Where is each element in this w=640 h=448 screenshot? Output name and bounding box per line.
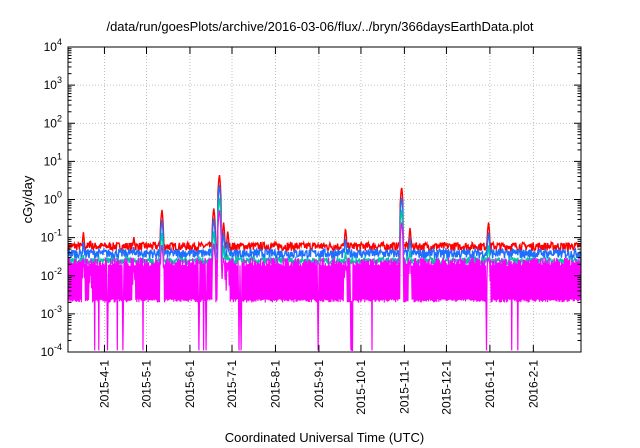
chart-title: /data/run/goesPlots/archive/2016-03-06/f… bbox=[106, 19, 533, 34]
y-tick-label: 10-2 bbox=[41, 266, 62, 283]
ticks bbox=[68, 46, 581, 353]
y-tick-label: 103 bbox=[44, 75, 62, 92]
x-tick-label: 2015-11-1 bbox=[397, 360, 411, 414]
y-axis-label: cGy/day bbox=[20, 175, 35, 223]
x-axis-label: Coordinated Universal Time (UTC) bbox=[225, 430, 424, 445]
series-line-1 bbox=[67, 174, 582, 254]
x-tick-label: 2015-5-1 bbox=[139, 360, 153, 408]
series-layer bbox=[67, 174, 582, 351]
x-tick-labels: 2015-4-1 2015-5-1 2015-6-1 2015-7-1 2015-8-1… bbox=[97, 360, 540, 415]
x-tick-label: 2015-10-1 bbox=[354, 360, 368, 415]
x-tick-label: 2015-8-1 bbox=[268, 360, 282, 408]
y-tick-label: 102 bbox=[44, 113, 62, 130]
series-line-4 bbox=[67, 210, 582, 351]
series-line-2 bbox=[67, 184, 582, 262]
x-tick-label: 2015-4-1 bbox=[97, 360, 111, 408]
y-tick-label: 10-1 bbox=[41, 228, 62, 245]
grid bbox=[68, 47, 581, 352]
y-tick-label: 10-3 bbox=[41, 304, 62, 321]
y-tick-labels: 10-4 10-3 10-2 10-1 100 101 102 103 104 bbox=[41, 37, 62, 359]
x-tick-label: 2015-9-1 bbox=[312, 360, 326, 408]
x-tick-label: 2016-2-1 bbox=[526, 360, 540, 408]
x-tick-label: 2015-12-1 bbox=[439, 360, 453, 415]
x-tick-label: 2015-6-1 bbox=[183, 360, 197, 408]
plot-frame bbox=[67, 46, 582, 353]
y-tick-label: 104 bbox=[44, 37, 62, 54]
x-tick-label: 2015-7-1 bbox=[225, 360, 239, 408]
y-tick-label: 10-4 bbox=[41, 342, 62, 359]
y-tick-label: 100 bbox=[44, 190, 62, 207]
x-tick-label: 2016-1-1 bbox=[483, 360, 497, 408]
y-tick-label: 101 bbox=[44, 151, 62, 168]
